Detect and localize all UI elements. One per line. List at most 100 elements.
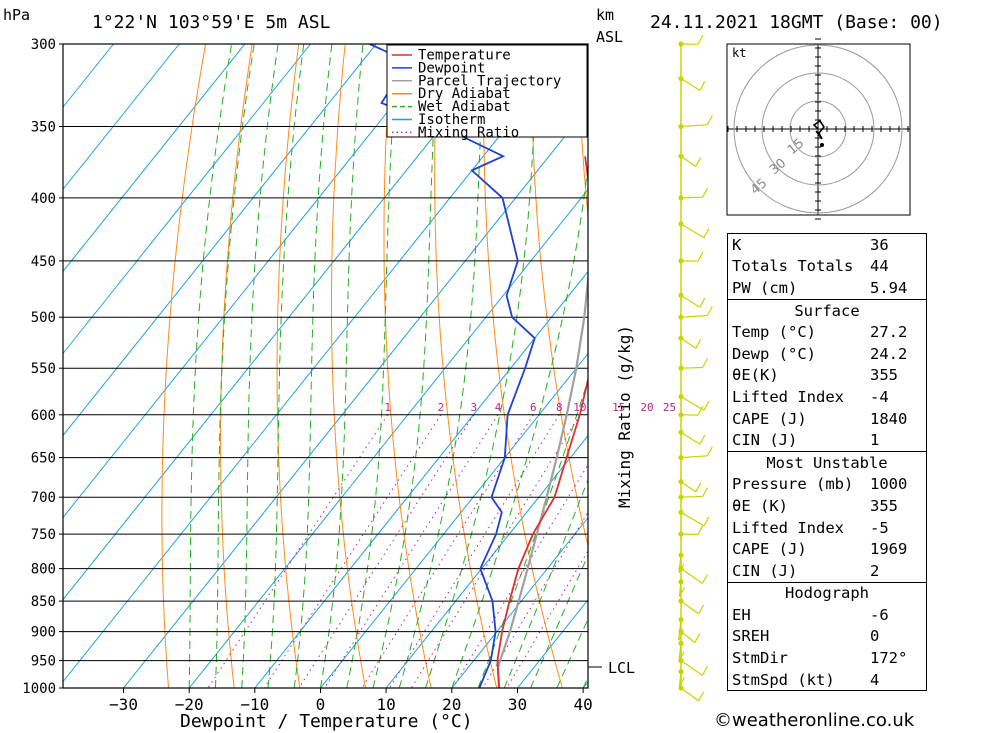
mu-cape-row: CAPE (J) 1969 bbox=[728, 538, 926, 560]
temperature-line bbox=[496, 156, 588, 688]
temperature-tick-label: 0 bbox=[316, 695, 326, 714]
stmspd-value: 4 bbox=[870, 670, 880, 689]
most-unstable-box: Most Unstable Pressure (mb) 1000 θE (K) 35… bbox=[727, 450, 927, 583]
wind-barb-flag bbox=[698, 691, 705, 702]
dewpoint-line bbox=[369, 44, 536, 688]
wind-barb bbox=[680, 568, 703, 584]
pressure-tick-label: 400 bbox=[31, 191, 56, 207]
wind-barb-flag bbox=[702, 187, 709, 198]
wind-barb-flag bbox=[695, 157, 702, 167]
stmspd-label: StmSpd (kt) bbox=[732, 670, 835, 689]
pressure-tick-label: 800 bbox=[31, 562, 56, 578]
isotherm-line bbox=[63, 44, 377, 437]
k-index-value: 36 bbox=[870, 235, 889, 254]
temperature-tick-label: −10 bbox=[240, 695, 269, 714]
mu-theta-label: θE (K) bbox=[732, 496, 788, 515]
wind-barb-flag bbox=[697, 251, 704, 262]
pressure-tick-label: 500 bbox=[31, 310, 56, 326]
mixing-ratio-tick-label: 25 bbox=[663, 401, 676, 414]
isotherm-line bbox=[63, 44, 311, 355]
isotherm-line bbox=[63, 44, 180, 191]
surface-temp-label: Temp (°C) bbox=[732, 323, 816, 342]
wet-adiabat-line bbox=[267, 44, 305, 688]
wind-barb bbox=[680, 511, 705, 527]
surface-temp-row: Temp (°C) 27.2 bbox=[728, 321, 926, 343]
wind-barb-flag bbox=[701, 574, 708, 584]
surface-dewp-label: Dewp (°C) bbox=[732, 344, 816, 363]
pw-label: PW (cm) bbox=[732, 278, 798, 297]
pressure-tick-label: 700 bbox=[31, 490, 56, 506]
temperature-tick-label: 10 bbox=[376, 695, 395, 714]
wind-barb bbox=[680, 314, 708, 318]
surface-li-row: Lifted Index -4 bbox=[728, 386, 926, 408]
footer-credit[interactable]: ©weatheronline.co.uk bbox=[714, 710, 915, 731]
mu-cape-label: CAPE (J) bbox=[732, 540, 807, 559]
wind-barb-flag bbox=[699, 81, 706, 91]
sreh-label: SREH bbox=[732, 627, 770, 646]
surface-box: Surface Temp (°C) 27.2 Dewp (°C) 24.2 θE(K… bbox=[727, 298, 927, 452]
dry-adiabat-line bbox=[276, 44, 301, 688]
pressure-tick-label: 300 bbox=[31, 37, 56, 53]
mu-theta-value: 355 bbox=[870, 496, 898, 515]
temperature-axis: −30 −20 −10 0 10 20 30 40 bbox=[109, 688, 593, 714]
mixing-ratio-line bbox=[410, 414, 581, 688]
k-index-row: K 36 bbox=[728, 234, 926, 256]
mixing-ratio-tick-label: 4 bbox=[495, 401, 502, 414]
wind-barb-flag bbox=[706, 306, 713, 316]
temperature-tick-label: 30 bbox=[508, 695, 527, 714]
mixing-ratio-axis-title: Mixing Ratio (g/kg) bbox=[615, 325, 634, 508]
wind-barb bbox=[680, 366, 703, 369]
wind-barb-flag bbox=[695, 339, 702, 349]
parcel-trajectory-line bbox=[496, 156, 588, 688]
temperature-tick-label: 20 bbox=[442, 695, 461, 714]
datetime-label: 24.11.2021 18GMT (Base: 00) bbox=[650, 12, 943, 33]
most-unstable-header: Most Unstable bbox=[766, 453, 888, 472]
wind-barb-flag bbox=[703, 516, 710, 527]
mixing-ratio-line bbox=[324, 414, 499, 688]
pressure-tick-label: 1000 bbox=[22, 681, 56, 697]
wind-barb-flag bbox=[703, 228, 710, 238]
legend-label: Temperature bbox=[418, 48, 511, 64]
eh-row: EH -6 bbox=[728, 604, 926, 626]
wind-barb bbox=[680, 481, 697, 493]
mu-pressure-row: Pressure (mb) 1000 bbox=[728, 474, 926, 496]
storm-motion-dot bbox=[820, 143, 824, 147]
wind-barb bbox=[680, 196, 703, 199]
wet-adiabat-line bbox=[320, 44, 364, 688]
wind-barb-flag bbox=[697, 525, 704, 535]
mixing-ratio-tick-label: 2 bbox=[438, 401, 445, 414]
mixing-ratio-tick-label: 6 bbox=[530, 401, 537, 414]
wind-barb-flag bbox=[706, 446, 713, 457]
mixing-ratio-line bbox=[207, 414, 389, 688]
temperature-tick-label: −20 bbox=[175, 695, 204, 714]
mixing-ratio-tick-label: 3 bbox=[470, 401, 477, 414]
surface-dewp-value: 24.2 bbox=[870, 344, 908, 363]
wind-barb bbox=[678, 581, 682, 597]
wind-barb-flag bbox=[699, 298, 706, 308]
surface-cin-row: CIN (J) 1 bbox=[728, 429, 926, 451]
pressure-unit-label: hPa bbox=[3, 6, 30, 24]
pressure-tick-label: 600 bbox=[31, 408, 56, 424]
wet-adiabat-line bbox=[346, 44, 399, 688]
legend-label: Dry Adiabat bbox=[418, 86, 511, 102]
wind-barb-flag bbox=[697, 35, 704, 45]
wind-barb bbox=[680, 455, 708, 459]
mu-li-row: Lifted Index -5 bbox=[728, 517, 926, 539]
stmspd-row: StmSpd (kt) 4 bbox=[728, 669, 926, 691]
mu-cin-value: 2 bbox=[870, 561, 880, 580]
isotherm-line bbox=[63, 44, 443, 519]
surface-header: Surface bbox=[794, 301, 860, 320]
legend-label: Wet Adiabat bbox=[418, 99, 511, 115]
pressure-tick-label: 900 bbox=[31, 625, 56, 641]
wet-adiabat-line bbox=[556, 617, 588, 688]
wind-barb bbox=[680, 495, 703, 498]
stmdir-value: 172° bbox=[870, 649, 908, 668]
mu-pressure-value: 1000 bbox=[870, 475, 908, 494]
location-title: 1°22'N 103°59'E 5m ASL bbox=[92, 12, 331, 33]
isotherm-line bbox=[63, 44, 246, 273]
eh-label: EH bbox=[732, 605, 751, 624]
pressure-tick-label: 650 bbox=[31, 451, 56, 467]
mixing-ratio-tick-label: 1 bbox=[384, 401, 391, 414]
wind-barb-flag bbox=[678, 677, 685, 687]
